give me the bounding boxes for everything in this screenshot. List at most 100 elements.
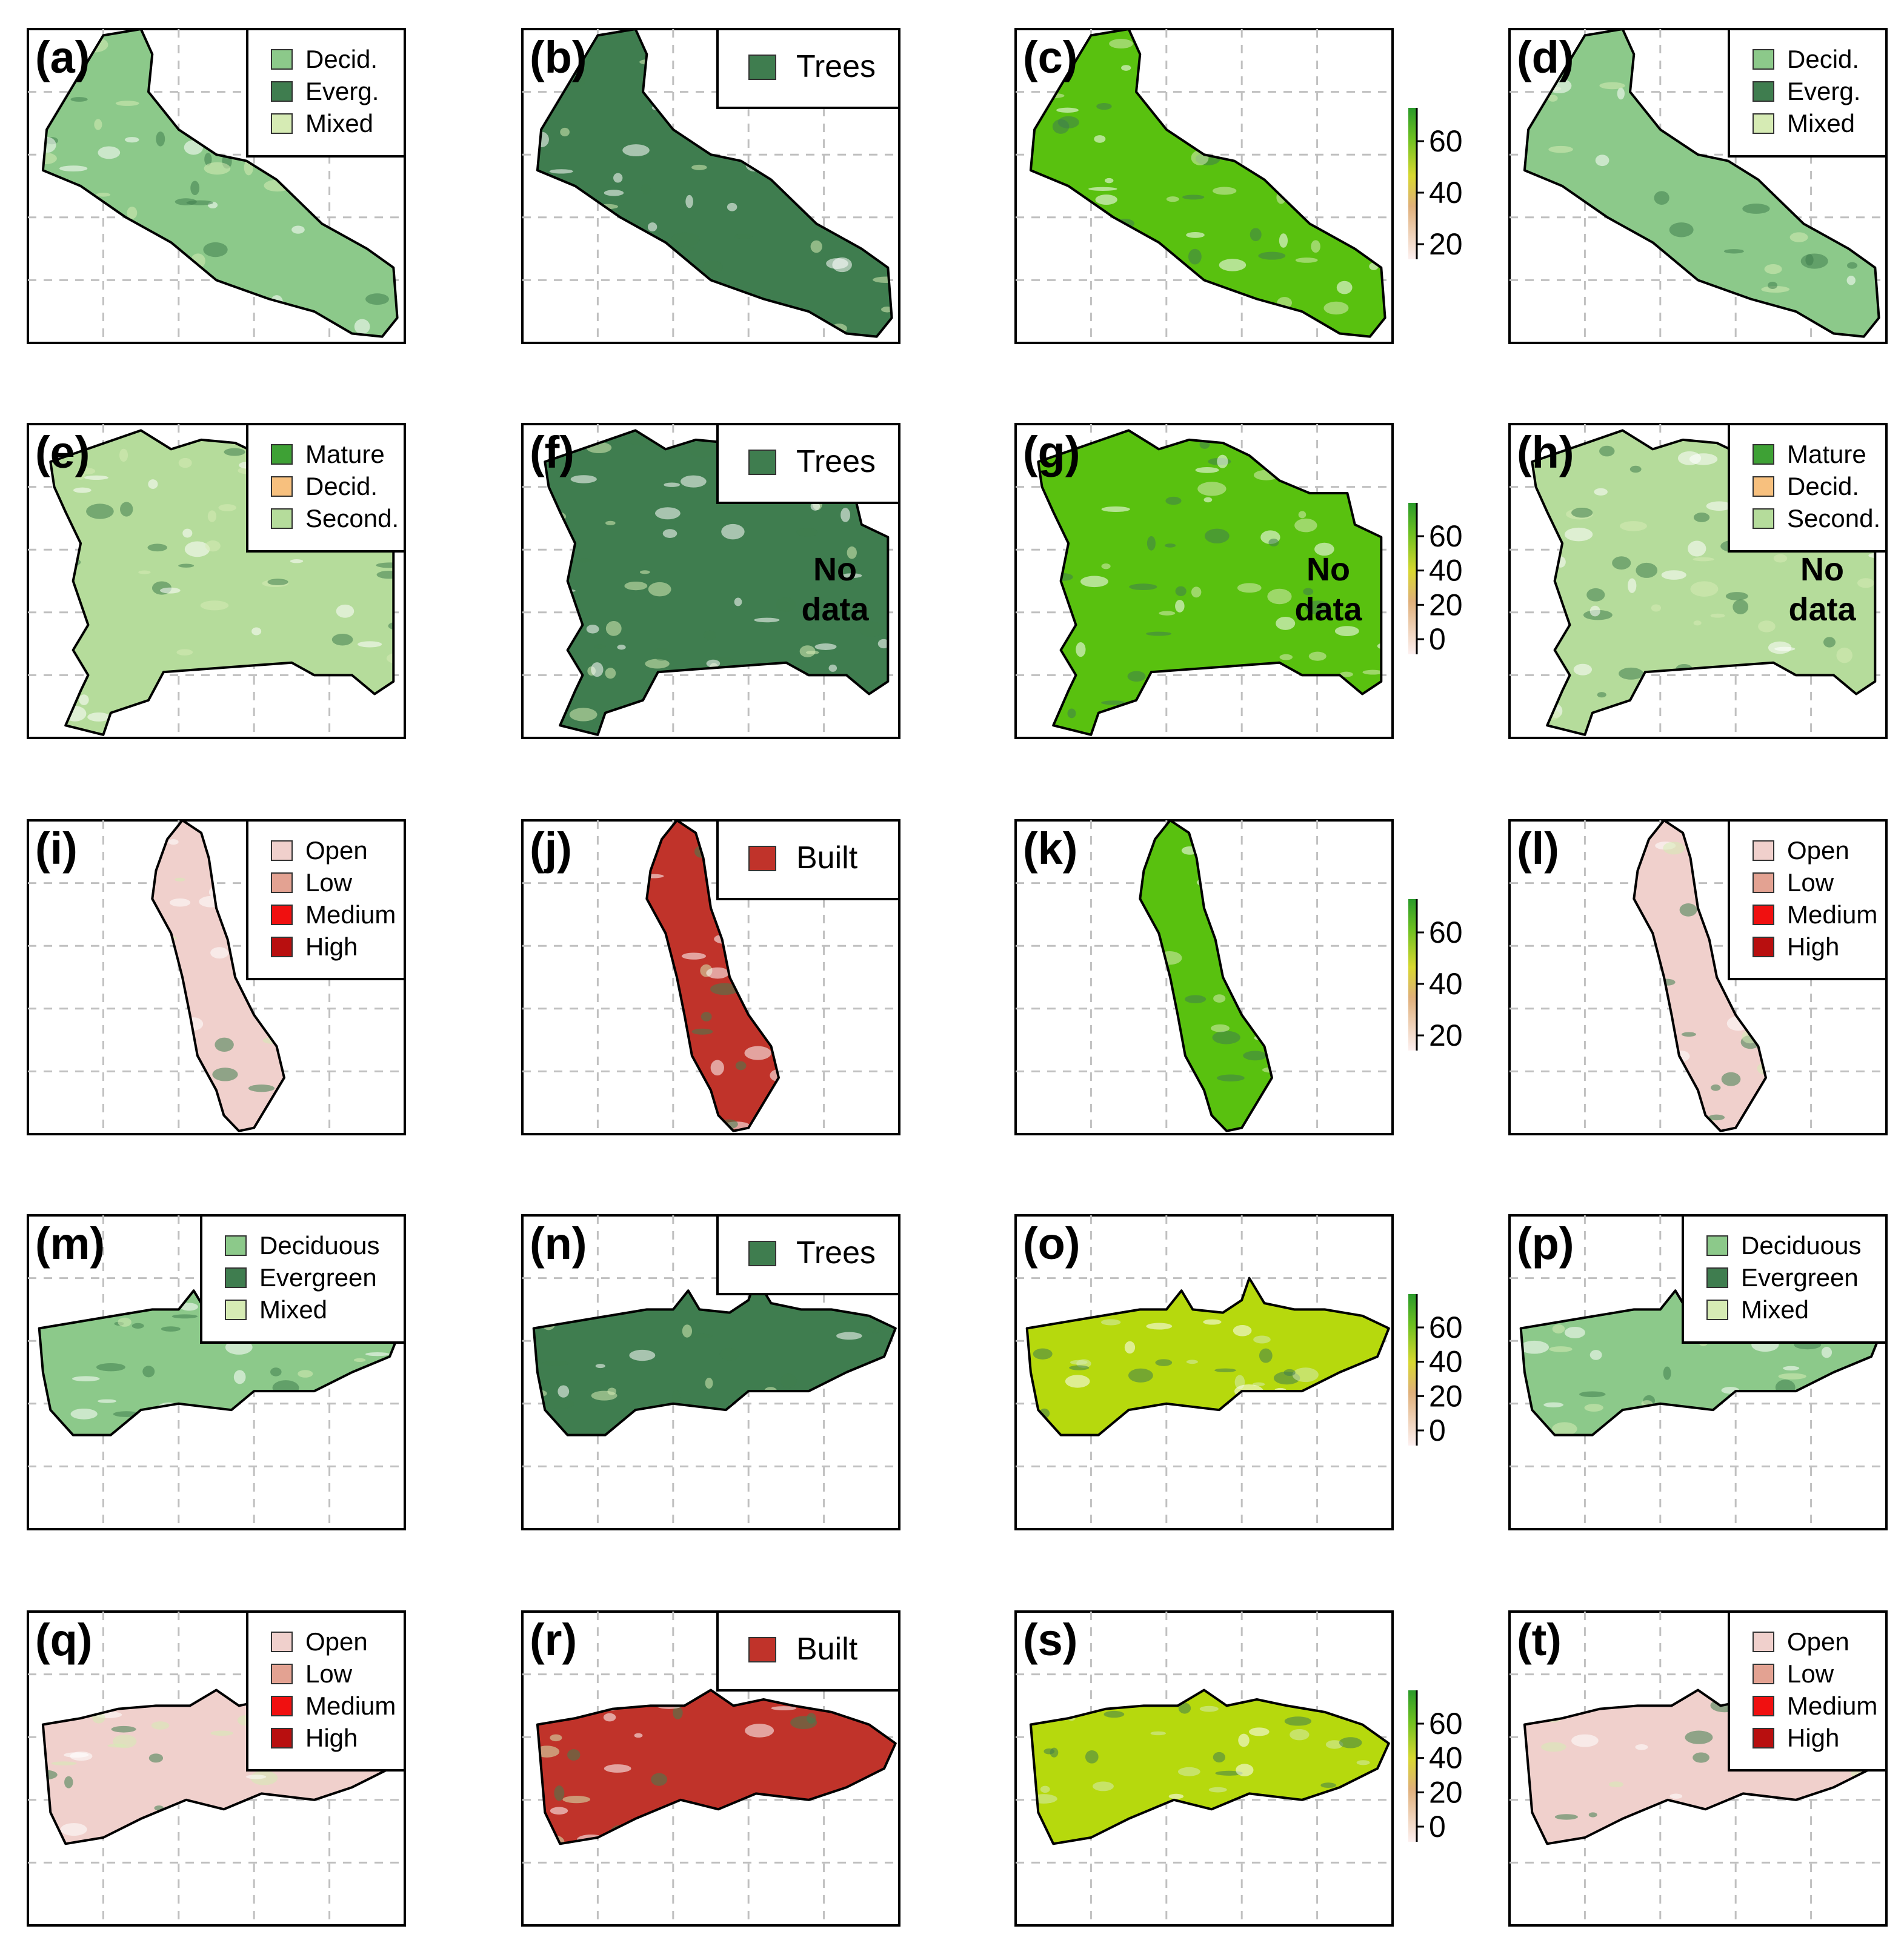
no-data-label: data bbox=[801, 591, 869, 628]
region-boundary bbox=[41, 28, 399, 338]
map-panel-n: (n) Trees bbox=[521, 1214, 900, 1530]
colorbar bbox=[1408, 503, 1417, 654]
legend-swatch-built bbox=[748, 846, 776, 871]
colorbar-tick-label: 40 bbox=[1429, 967, 1463, 1001]
map-panel-d: (d) Decid. Everg. Mixed bbox=[1508, 28, 1888, 344]
map-panel-a: (a) Decid. Everg. Mixed bbox=[27, 28, 406, 344]
legend-label: Second. bbox=[1787, 504, 1880, 533]
legend-label: High bbox=[305, 932, 358, 961]
colorbar-tick-label: 0 bbox=[1429, 1413, 1446, 1447]
legend-label: Decid. bbox=[305, 472, 378, 500]
legend-swatch-mixed bbox=[225, 1300, 247, 1320]
region-boundary bbox=[1029, 1689, 1390, 1845]
region-boundary bbox=[1037, 429, 1383, 736]
legend-swatch-medium bbox=[271, 905, 293, 925]
colorbar bbox=[1408, 1294, 1417, 1446]
panel-label: (k) bbox=[1023, 823, 1077, 874]
legend-swatch-open bbox=[271, 840, 293, 861]
panel-label: (q) bbox=[35, 1615, 93, 1665]
legend-swatch-second bbox=[271, 508, 293, 529]
colorbar-tick-label: 20 bbox=[1429, 1775, 1463, 1809]
legend-label: Mature bbox=[1787, 440, 1866, 468]
legend-label: High bbox=[305, 1724, 358, 1752]
colorbar-tick-label: 0 bbox=[1429, 1810, 1446, 1844]
region-boundary bbox=[151, 819, 285, 1132]
legend-swatch-trees bbox=[748, 450, 776, 475]
legend-label: Everg. bbox=[1787, 77, 1860, 105]
no-data-label: data bbox=[1294, 591, 1362, 628]
legend-box bbox=[716, 1214, 900, 1295]
panel-label: (s) bbox=[1023, 1615, 1077, 1665]
legend-label: Medium bbox=[1787, 900, 1877, 929]
no-data-label: No bbox=[813, 551, 857, 588]
legend-label: Built bbox=[796, 1632, 858, 1667]
legend-swatch-high bbox=[1753, 1728, 1774, 1748]
legend-swatch-evergreen bbox=[1706, 1267, 1728, 1288]
legend-label: Mixed bbox=[305, 109, 373, 138]
colorbar-tick-label: 40 bbox=[1429, 554, 1463, 588]
colorbar-tick-label: 40 bbox=[1429, 1741, 1463, 1775]
panel-label: (j) bbox=[530, 823, 572, 874]
legend-box bbox=[716, 423, 900, 504]
legend-label: Deciduous bbox=[259, 1231, 379, 1260]
region-boundary bbox=[1523, 28, 1880, 338]
legend-label: Deciduous bbox=[1741, 1231, 1861, 1260]
panel-label: (r) bbox=[530, 1615, 577, 1665]
legend-swatch-trees bbox=[748, 55, 776, 80]
legend-label: Everg. bbox=[305, 77, 379, 105]
colorbar-tick-label: 20 bbox=[1429, 227, 1463, 261]
legend-label: Evergreen bbox=[259, 1263, 377, 1292]
colorbar-tick-label: 40 bbox=[1429, 1345, 1463, 1379]
legend-label: Mixed bbox=[259, 1295, 327, 1324]
map-panel-e: (e) Mature Decid. Second. bbox=[27, 423, 406, 739]
colorbar-tick-label: 60 bbox=[1429, 1310, 1463, 1344]
legend-box bbox=[716, 1610, 900, 1692]
map-panel-l: (l) Open Low Medium High bbox=[1508, 819, 1888, 1135]
region-fill bbox=[1030, 1690, 1389, 1844]
legend-label: Decid. bbox=[305, 45, 378, 73]
colorbar-tick-label: 20 bbox=[1429, 1018, 1463, 1052]
colorbar-tick-label: 20 bbox=[1429, 588, 1463, 622]
map-panel-r: (r) Built bbox=[521, 1610, 900, 1927]
legend-swatch-mature bbox=[1753, 444, 1774, 465]
region-fill bbox=[537, 29, 892, 337]
legend-swatch-high bbox=[271, 937, 293, 957]
colorbar-tick-label: 20 bbox=[1429, 1379, 1463, 1413]
region-fill bbox=[1634, 820, 1766, 1131]
region-boundary bbox=[532, 1277, 897, 1436]
no-data-label: No bbox=[1307, 551, 1350, 588]
legend-swatch-mixed bbox=[271, 113, 293, 134]
legend-swatch-second bbox=[1753, 508, 1774, 529]
colorbar-tick-label: 60 bbox=[1429, 1707, 1463, 1741]
map-panel-m: (m) Deciduous Evergreen Mixed bbox=[27, 1214, 406, 1530]
legend-label: Evergreen bbox=[1741, 1263, 1859, 1292]
legend-swatch-low bbox=[1753, 1664, 1774, 1684]
map-panel-b: (b) Trees bbox=[521, 28, 900, 344]
region-boundary bbox=[1139, 819, 1273, 1132]
legend-label: High bbox=[1787, 1724, 1839, 1752]
legend-label: Open bbox=[1787, 1627, 1849, 1656]
panel-label: (b) bbox=[530, 32, 587, 82]
region-fill bbox=[1140, 820, 1272, 1131]
legend-label: Open bbox=[305, 836, 368, 865]
legend-label: Medium bbox=[1787, 1692, 1877, 1720]
legend-label: Open bbox=[1787, 836, 1849, 865]
panel-label: (a) bbox=[35, 32, 90, 82]
region-fill bbox=[1524, 29, 1879, 337]
legend-swatch-built bbox=[748, 1637, 776, 1662]
legend-swatch-medium bbox=[1753, 905, 1774, 925]
no-data-label: data bbox=[1788, 591, 1856, 628]
legend-swatch-high bbox=[271, 1728, 293, 1748]
legend-swatch-everg bbox=[1753, 81, 1774, 102]
panel-label: (i) bbox=[35, 823, 78, 874]
region-fill bbox=[42, 29, 398, 337]
legend-label: Low bbox=[305, 868, 353, 897]
legend-swatch-open bbox=[1753, 1632, 1774, 1652]
legend-box bbox=[716, 819, 900, 900]
legend-label: High bbox=[1787, 932, 1839, 961]
panel-label: (d) bbox=[1517, 32, 1574, 82]
